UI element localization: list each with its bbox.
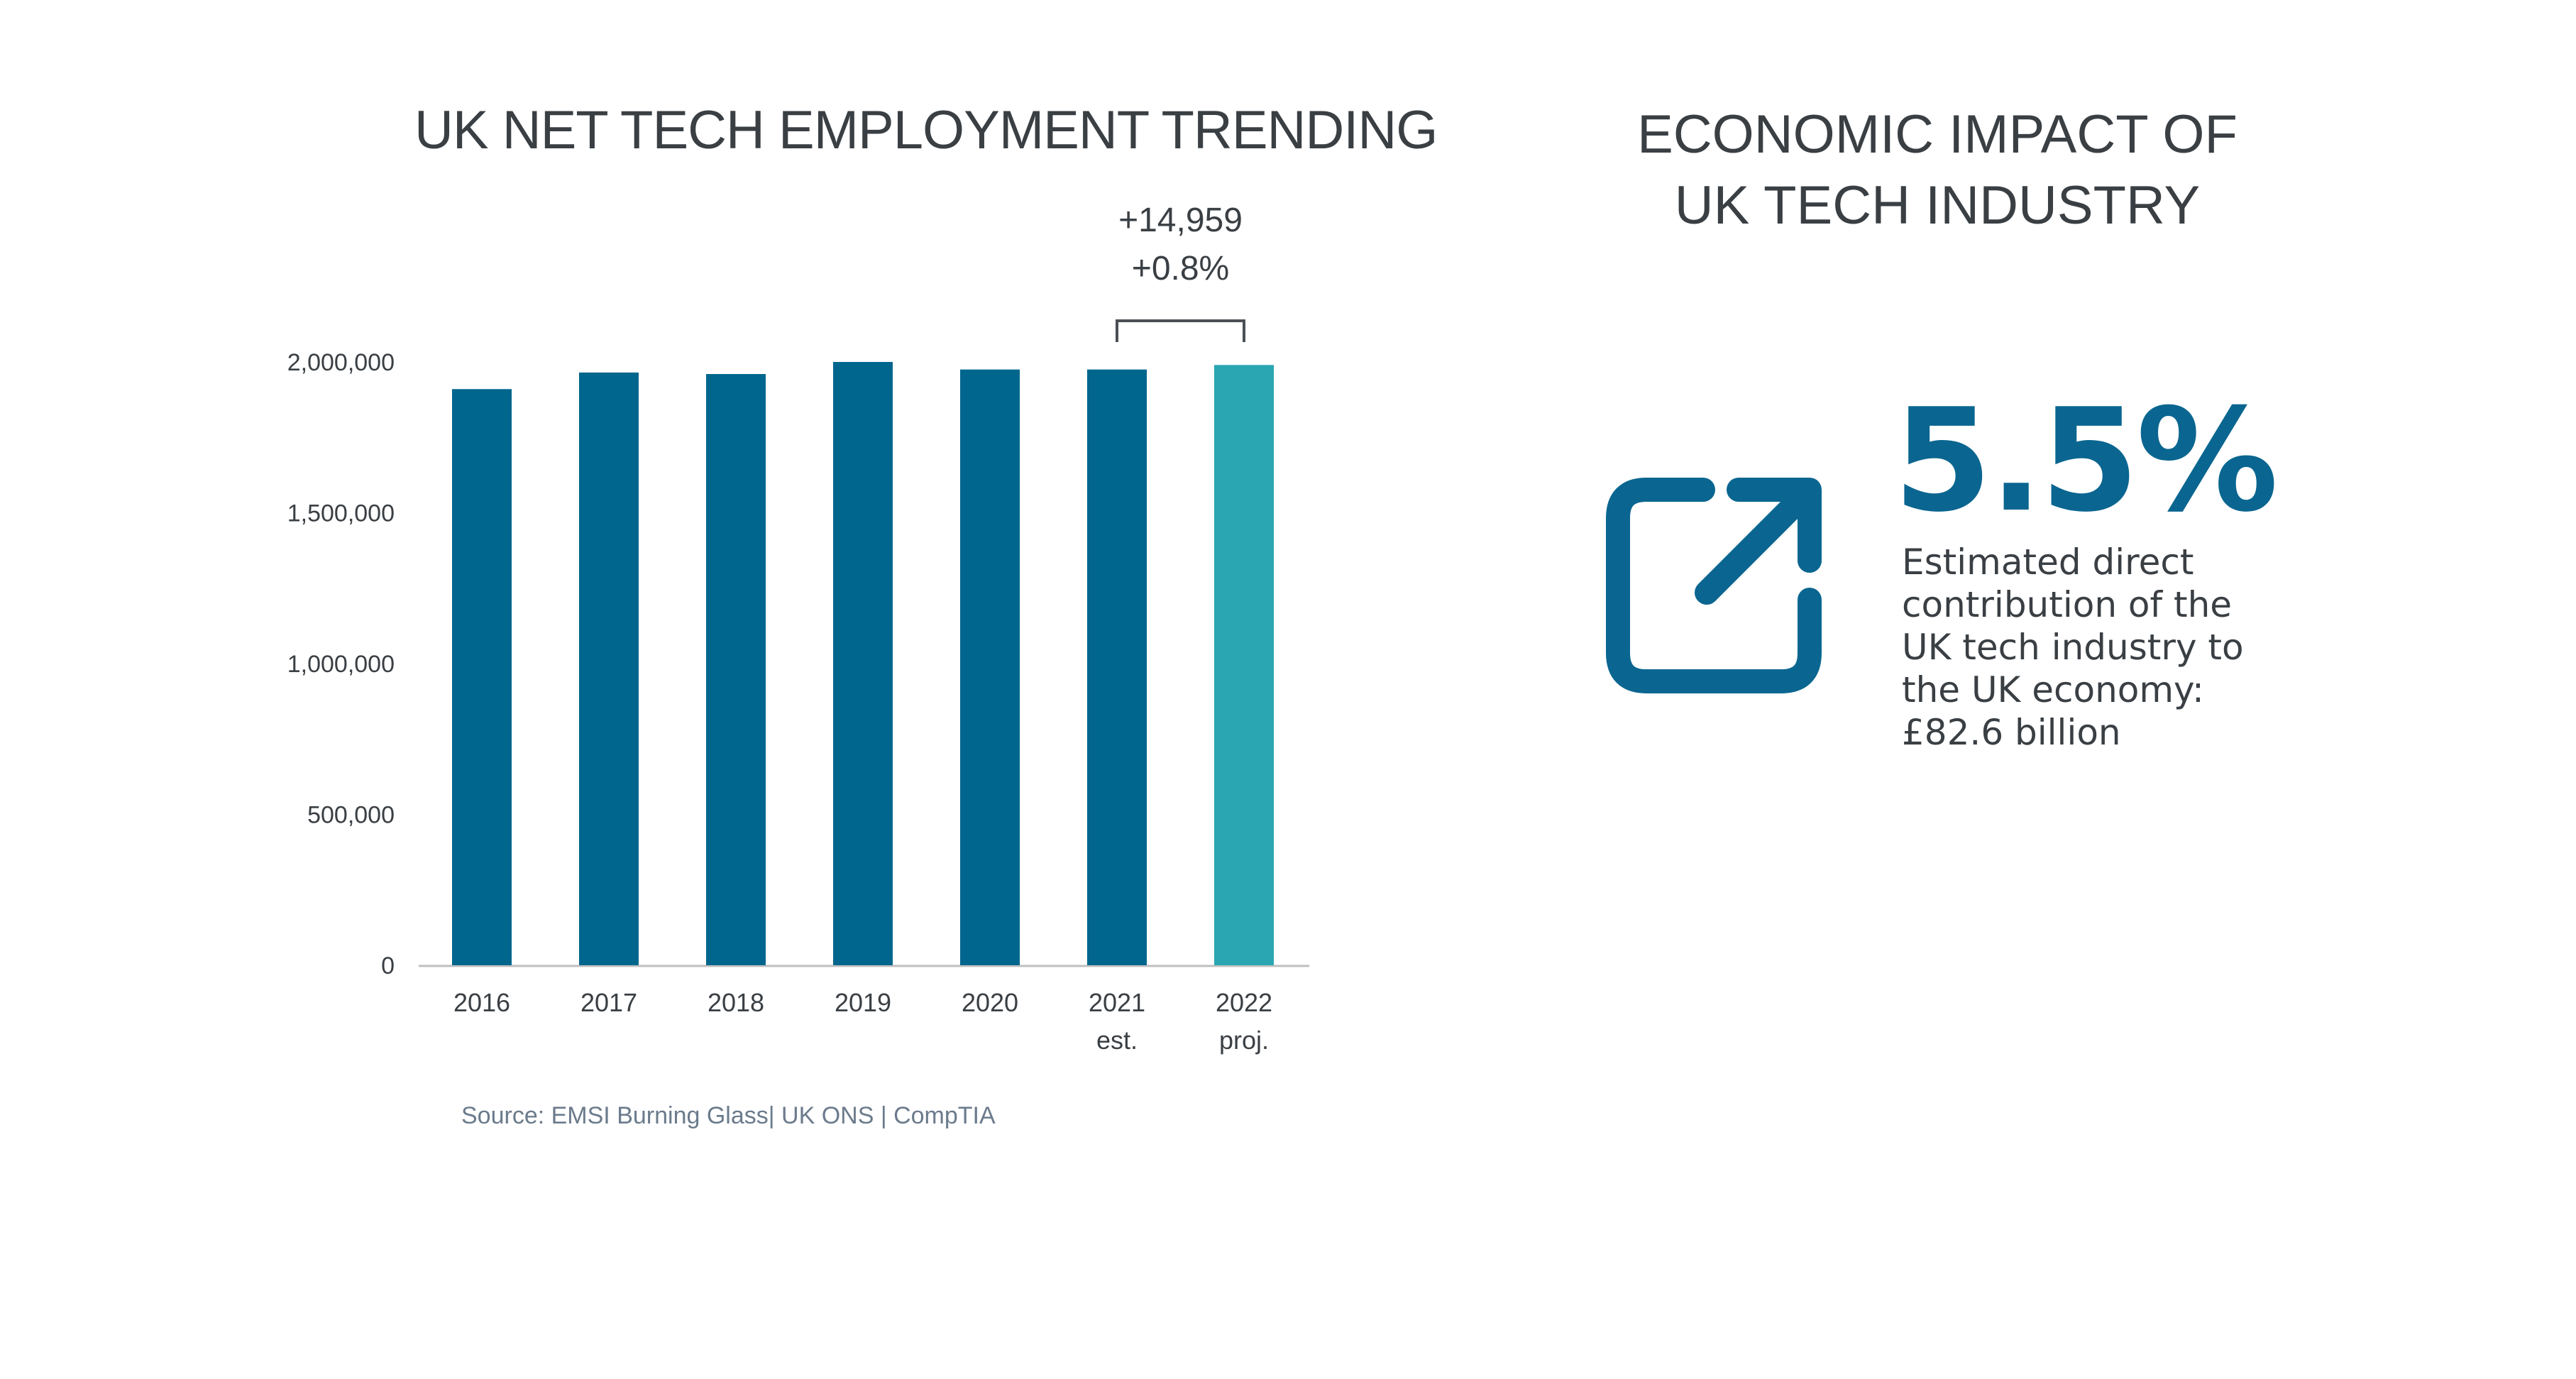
x-tick-sublabel: proj. <box>1219 1026 1269 1055</box>
x-tick-label: 2022 <box>1216 988 1272 1017</box>
x-tick-label: 2020 <box>962 988 1018 1017</box>
y-tick-label: 2,000,000 <box>287 349 395 376</box>
impact-title-line2: UK TECH INDUSTRY <box>1674 175 2201 236</box>
x-tick-sublabel: est. <box>1096 1026 1138 1055</box>
stat-description-line: £82.6 billion <box>1902 712 2121 753</box>
annotation-bracket <box>1116 319 1245 342</box>
impact-title: ECONOMIC IMPACT OF UK TECH INDUSTRY <box>1561 99 2313 241</box>
stat-description-line: Estimated direct <box>1902 542 2194 583</box>
external-link-icon <box>1606 478 1822 693</box>
x-tick-label: 2018 <box>708 988 764 1017</box>
y-tick-label: 0 <box>381 952 395 979</box>
x-tick-label: 2016 <box>453 988 510 1017</box>
chart-title: UK NET TECH EMPLOYMENT TRENDING <box>414 100 1438 160</box>
stat-value: 5.5% <box>1893 378 2279 544</box>
bar <box>452 389 512 965</box>
bar <box>1214 365 1274 965</box>
bar <box>960 369 1020 965</box>
x-tick-label: 2021 <box>1089 988 1145 1017</box>
y-tick-label: 1,000,000 <box>287 651 395 678</box>
annotation-change: +14,959 <box>1118 202 1243 239</box>
bar <box>579 372 639 965</box>
bar <box>833 362 893 965</box>
x-tick-label: 2019 <box>835 988 891 1017</box>
y-tick-label: 1,500,000 <box>287 500 395 527</box>
stat-description-line: UK tech industry to <box>1902 627 2244 668</box>
impact-title-line1: ECONOMIC IMPACT OF <box>1637 104 2238 165</box>
bar <box>706 374 766 965</box>
y-tick-label: 500,000 <box>307 802 395 829</box>
stat-description: Estimated direct contribution of the UK … <box>1902 541 2271 754</box>
bar <box>1087 369 1147 965</box>
stat-description-line: the UK economy: <box>1902 669 2204 710</box>
stat-description-line: contribution of the <box>1902 584 2233 625</box>
x-tick-label: 2017 <box>580 988 637 1017</box>
annotation-percent: +0.8% <box>1132 250 1229 287</box>
source-note: Source: EMSI Burning Glass| UK ONS | Com… <box>461 1102 996 1129</box>
